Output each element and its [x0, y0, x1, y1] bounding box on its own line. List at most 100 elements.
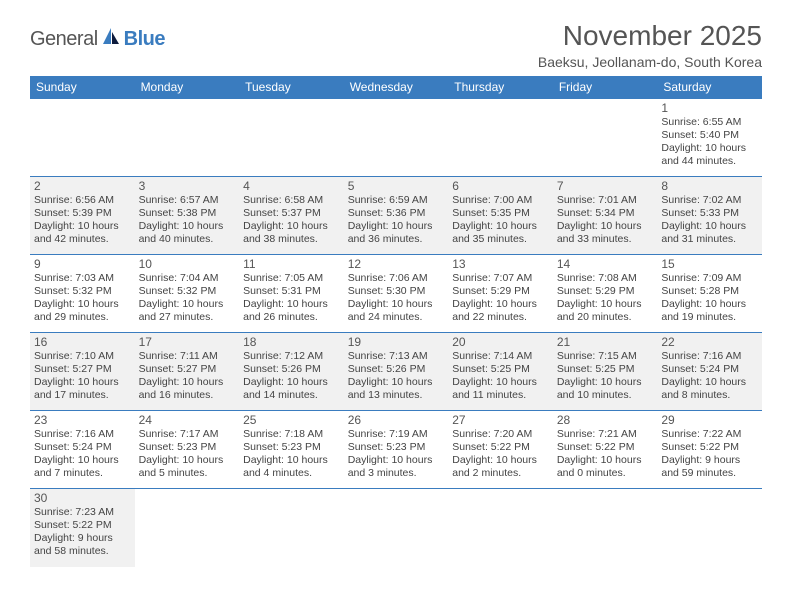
- sunrise-text: Sunrise: 6:55 AM: [661, 116, 758, 129]
- calendar-week-row: 1Sunrise: 6:55 AMSunset: 5:40 PMDaylight…: [30, 99, 762, 177]
- daylight-text: Daylight: 10 hours: [452, 298, 549, 311]
- calendar-week-row: 23Sunrise: 7:16 AMSunset: 5:24 PMDayligh…: [30, 411, 762, 489]
- calendar-day-cell: 3Sunrise: 6:57 AMSunset: 5:38 PMDaylight…: [135, 177, 240, 255]
- day-number: 30: [34, 491, 131, 505]
- calendar-day-cell: [135, 489, 240, 567]
- day-number: 16: [34, 335, 131, 349]
- daylight-text: and 13 minutes.: [348, 389, 445, 402]
- sunrise-text: Sunrise: 7:08 AM: [557, 272, 654, 285]
- calendar-day-cell: [657, 489, 762, 567]
- sunset-text: Sunset: 5:39 PM: [34, 207, 131, 220]
- daylight-text: Daylight: 10 hours: [452, 376, 549, 389]
- daylight-text: Daylight: 10 hours: [452, 220, 549, 233]
- calendar-day-cell: 18Sunrise: 7:12 AMSunset: 5:26 PMDayligh…: [239, 333, 344, 411]
- sunrise-text: Sunrise: 7:09 AM: [661, 272, 758, 285]
- daylight-text: and 11 minutes.: [452, 389, 549, 402]
- sunrise-text: Sunrise: 7:16 AM: [661, 350, 758, 363]
- daylight-text: and 29 minutes.: [34, 311, 131, 324]
- sunset-text: Sunset: 5:24 PM: [661, 363, 758, 376]
- daylight-text: and 35 minutes.: [452, 233, 549, 246]
- sunrise-text: Sunrise: 7:00 AM: [452, 194, 549, 207]
- daylight-text: Daylight: 10 hours: [557, 298, 654, 311]
- daylight-text: and 19 minutes.: [661, 311, 758, 324]
- calendar-week-row: 16Sunrise: 7:10 AMSunset: 5:27 PMDayligh…: [30, 333, 762, 411]
- daylight-text: and 14 minutes.: [243, 389, 340, 402]
- daylight-text: and 16 minutes.: [139, 389, 236, 402]
- day-number: 7: [557, 179, 654, 193]
- day-number: 18: [243, 335, 340, 349]
- sunset-text: Sunset: 5:34 PM: [557, 207, 654, 220]
- sunset-text: Sunset: 5:37 PM: [243, 207, 340, 220]
- daylight-text: Daylight: 10 hours: [661, 142, 758, 155]
- sunrise-text: Sunrise: 7:14 AM: [452, 350, 549, 363]
- calendar-day-cell: 9Sunrise: 7:03 AMSunset: 5:32 PMDaylight…: [30, 255, 135, 333]
- sunset-text: Sunset: 5:27 PM: [34, 363, 131, 376]
- sunset-text: Sunset: 5:22 PM: [557, 441, 654, 454]
- daylight-text: Daylight: 10 hours: [557, 220, 654, 233]
- daylight-text: Daylight: 10 hours: [139, 376, 236, 389]
- location-text: Baeksu, Jeollanam-do, South Korea: [538, 54, 762, 70]
- day-number: 28: [557, 413, 654, 427]
- sunrise-text: Sunrise: 7:16 AM: [34, 428, 131, 441]
- calendar-day-cell: 19Sunrise: 7:13 AMSunset: 5:26 PMDayligh…: [344, 333, 449, 411]
- day-number: 27: [452, 413, 549, 427]
- calendar-day-cell: 20Sunrise: 7:14 AMSunset: 5:25 PMDayligh…: [448, 333, 553, 411]
- daylight-text: Daylight: 10 hours: [34, 220, 131, 233]
- daylight-text: and 0 minutes.: [557, 467, 654, 480]
- calendar-week-row: 2Sunrise: 6:56 AMSunset: 5:39 PMDaylight…: [30, 177, 762, 255]
- daylight-text: and 7 minutes.: [34, 467, 131, 480]
- daylight-text: Daylight: 10 hours: [661, 376, 758, 389]
- calendar-day-cell: 25Sunrise: 7:18 AMSunset: 5:23 PMDayligh…: [239, 411, 344, 489]
- sunset-text: Sunset: 5:23 PM: [243, 441, 340, 454]
- sunrise-text: Sunrise: 7:15 AM: [557, 350, 654, 363]
- calendar-day-cell: [344, 99, 449, 177]
- calendar-day-cell: [553, 489, 658, 567]
- calendar-day-cell: 1Sunrise: 6:55 AMSunset: 5:40 PMDaylight…: [657, 99, 762, 177]
- daylight-text: Daylight: 9 hours: [34, 532, 131, 545]
- sunset-text: Sunset: 5:26 PM: [243, 363, 340, 376]
- daylight-text: and 10 minutes.: [557, 389, 654, 402]
- daylight-text: and 2 minutes.: [452, 467, 549, 480]
- daylight-text: Daylight: 10 hours: [348, 376, 445, 389]
- weekday-header: Saturday: [657, 76, 762, 99]
- day-number: 12: [348, 257, 445, 271]
- daylight-text: Daylight: 10 hours: [348, 298, 445, 311]
- sunrise-text: Sunrise: 7:17 AM: [139, 428, 236, 441]
- daylight-text: and 5 minutes.: [139, 467, 236, 480]
- day-number: 9: [34, 257, 131, 271]
- sunset-text: Sunset: 5:29 PM: [557, 285, 654, 298]
- calendar-day-cell: 11Sunrise: 7:05 AMSunset: 5:31 PMDayligh…: [239, 255, 344, 333]
- day-number: 19: [348, 335, 445, 349]
- calendar-day-cell: 16Sunrise: 7:10 AMSunset: 5:27 PMDayligh…: [30, 333, 135, 411]
- calendar-table: SundayMondayTuesdayWednesdayThursdayFrid…: [30, 76, 762, 567]
- day-number: 15: [661, 257, 758, 271]
- daylight-text: Daylight: 10 hours: [139, 298, 236, 311]
- sunset-text: Sunset: 5:29 PM: [452, 285, 549, 298]
- daylight-text: and 33 minutes.: [557, 233, 654, 246]
- daylight-text: Daylight: 10 hours: [243, 298, 340, 311]
- header: General Blue November 2025 Baeksu, Jeoll…: [30, 20, 762, 70]
- daylight-text: Daylight: 10 hours: [139, 454, 236, 467]
- daylight-text: and 17 minutes.: [34, 389, 131, 402]
- day-number: 14: [557, 257, 654, 271]
- sunrise-text: Sunrise: 7:23 AM: [34, 506, 131, 519]
- daylight-text: Daylight: 9 hours: [661, 454, 758, 467]
- daylight-text: Daylight: 10 hours: [34, 454, 131, 467]
- daylight-text: and 8 minutes.: [661, 389, 758, 402]
- sunrise-text: Sunrise: 7:03 AM: [34, 272, 131, 285]
- sunset-text: Sunset: 5:40 PM: [661, 129, 758, 142]
- day-number: 4: [243, 179, 340, 193]
- day-number: 23: [34, 413, 131, 427]
- sunset-text: Sunset: 5:25 PM: [557, 363, 654, 376]
- daylight-text: and 38 minutes.: [243, 233, 340, 246]
- day-number: 24: [139, 413, 236, 427]
- day-number: 6: [452, 179, 549, 193]
- calendar-day-cell: 29Sunrise: 7:22 AMSunset: 5:22 PMDayligh…: [657, 411, 762, 489]
- daylight-text: Daylight: 10 hours: [243, 454, 340, 467]
- weekday-header: Tuesday: [239, 76, 344, 99]
- calendar-day-cell: 12Sunrise: 7:06 AMSunset: 5:30 PMDayligh…: [344, 255, 449, 333]
- daylight-text: Daylight: 10 hours: [557, 454, 654, 467]
- sunset-text: Sunset: 5:22 PM: [34, 519, 131, 532]
- day-number: 26: [348, 413, 445, 427]
- day-number: 1: [661, 101, 758, 115]
